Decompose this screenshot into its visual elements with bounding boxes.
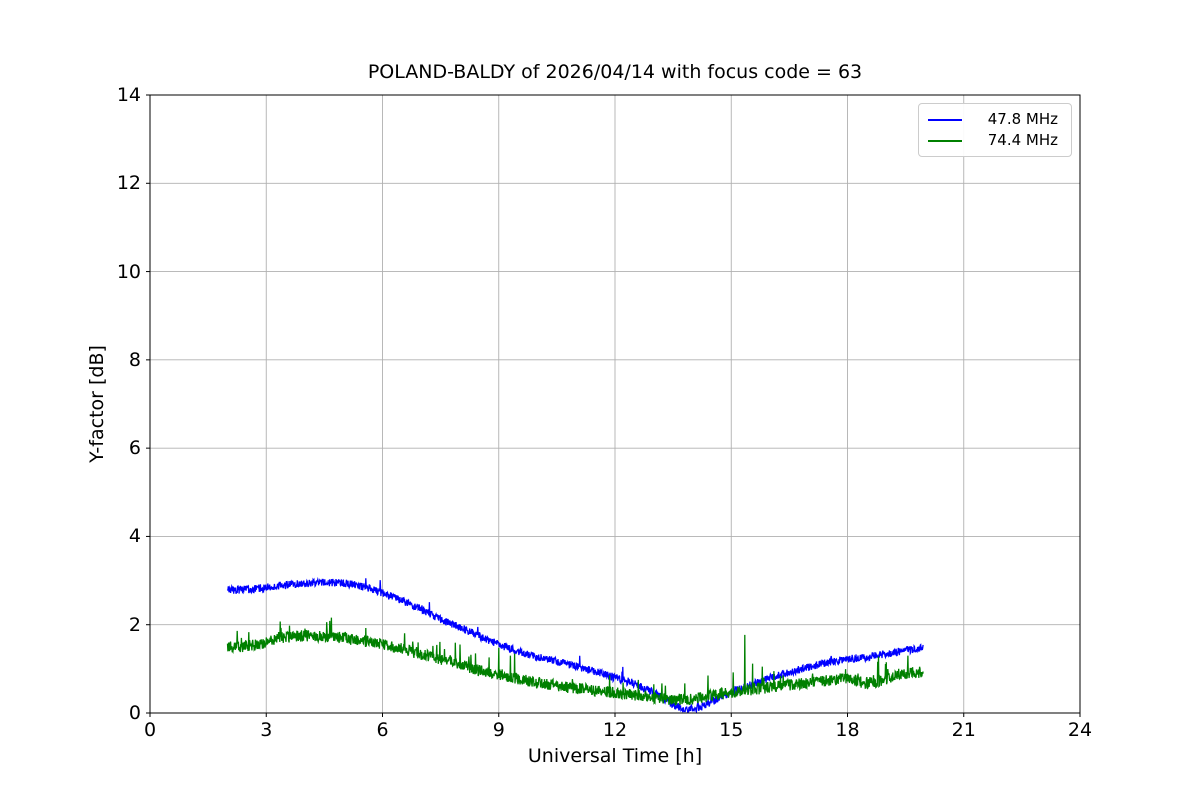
chart-title: POLAND-BALDY of 2026/04/14 with focus co…: [367, 61, 863, 83]
y-tick-label-6: 6: [128, 437, 141, 460]
legend-label: 47.8 MHz: [987, 110, 1058, 128]
y-tick-label-8: 8: [128, 348, 141, 371]
y-tick-label-10: 10: [116, 260, 141, 283]
x-tick-label-0: 0: [143, 719, 157, 741]
legend-line-swatch: [928, 139, 962, 142]
legend-line-swatch: [928, 118, 962, 121]
series-line-47.8-mhz: [226, 576, 924, 714]
x-tick-label-24: 24: [1067, 719, 1093, 741]
y-tick-label-4: 4: [128, 525, 141, 548]
y-tick-label-2: 2: [128, 613, 141, 636]
series-line-74.4-mhz: [226, 617, 924, 706]
legend-item: 74.4 MHz: [919, 130, 1071, 151]
legend-item: 47.8 MHz: [919, 109, 1071, 130]
y-tick-label-0: 0: [128, 702, 141, 724]
y-tick-label-12: 12: [116, 172, 141, 195]
x-tick-label-9: 9: [492, 719, 505, 741]
legend-label: 74.4 MHz: [987, 131, 1058, 149]
x-tick-label-3: 3: [260, 719, 273, 741]
y-tick-label-14: 14: [116, 84, 141, 106]
x-tick-label-21: 21: [951, 719, 976, 741]
x-tick-label-15: 15: [719, 719, 744, 741]
x-tick-label-6: 6: [376, 719, 389, 741]
legend: 47.8 MHz 74.4 MHz: [918, 103, 1072, 157]
x-axis-label: Universal Time [h]: [527, 745, 703, 767]
x-tick-label-18: 18: [835, 719, 860, 741]
x-tick-label-12: 12: [602, 719, 628, 741]
